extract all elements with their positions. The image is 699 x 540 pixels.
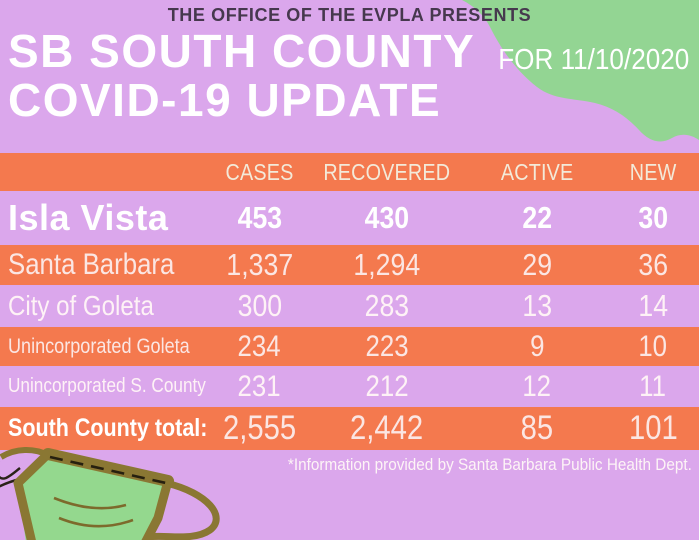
row-label: Santa Barbara bbox=[0, 248, 212, 282]
row-label-text: Santa Barbara bbox=[8, 248, 175, 281]
recovered-value: 223 bbox=[307, 330, 467, 364]
column-header-new: NEW bbox=[607, 159, 699, 186]
active-value: 85 bbox=[467, 409, 607, 448]
active-value: 9 bbox=[467, 330, 607, 364]
row-label: Unincorporated S. County bbox=[0, 375, 212, 398]
table-header-row: CASES RECOVERED ACTIVE NEW bbox=[0, 153, 699, 191]
table-row-south-county-total: South County total: 2,555 2,442 85 101 bbox=[0, 407, 699, 450]
source-footnote: *Information provided by Santa Barbara P… bbox=[243, 455, 692, 475]
cases-value-text: 231 bbox=[237, 369, 282, 403]
active-value-text: 9 bbox=[529, 329, 545, 363]
table-row-isla-vista: Isla Vista 453 430 22 30 bbox=[0, 191, 699, 245]
covid-stats-table: CASES RECOVERED ACTIVE NEW Isla Vista 45… bbox=[0, 153, 699, 450]
row-label-text: City of Goleta bbox=[8, 290, 154, 321]
cases-value-text: 234 bbox=[237, 329, 282, 363]
row-label: Isla Vista bbox=[0, 197, 212, 239]
new-value: 101 bbox=[607, 409, 699, 448]
recovered-value-text: 2,442 bbox=[350, 409, 424, 447]
new-value-text: 36 bbox=[638, 247, 668, 282]
recovered-value: 212 bbox=[307, 370, 467, 404]
cases-value: 453 bbox=[212, 200, 307, 236]
cases-value-text: 453 bbox=[237, 200, 282, 235]
face-mask-icon bbox=[0, 447, 220, 540]
recovered-value-text: 1,294 bbox=[353, 247, 421, 282]
cases-value: 300 bbox=[212, 288, 307, 324]
cases-value-text: 2,555 bbox=[222, 409, 297, 447]
row-label-text: Isla Vista bbox=[8, 197, 169, 238]
row-label: City of Goleta bbox=[0, 290, 212, 322]
recovered-value-text: 212 bbox=[365, 369, 409, 403]
new-value-text: 30 bbox=[638, 200, 668, 235]
active-value-text: 85 bbox=[520, 409, 554, 447]
table-row-unincorporated-s-county: Unincorporated S. County 231 212 12 11 bbox=[0, 366, 699, 407]
cases-value-text: 300 bbox=[237, 288, 282, 323]
active-value: 29 bbox=[467, 247, 607, 283]
recovered-value: 430 bbox=[307, 200, 467, 236]
active-value-text: 12 bbox=[522, 369, 552, 403]
new-value: 10 bbox=[607, 330, 699, 364]
date-label: FOR 11/10/2020 bbox=[477, 44, 689, 77]
recovered-value: 283 bbox=[307, 288, 467, 324]
active-value: 13 bbox=[467, 288, 607, 324]
column-header-recovered-text: RECOVERED bbox=[323, 158, 451, 185]
page-title: SB SOUTH COUNTY COVID-19 UPDATE bbox=[8, 27, 475, 125]
source-footnote-text: *Information provided by Santa Barbara P… bbox=[288, 455, 692, 474]
new-value: 11 bbox=[607, 370, 699, 404]
green-blob-shape bbox=[462, 0, 699, 142]
new-value-text: 14 bbox=[638, 288, 668, 323]
column-header-active: ACTIVE bbox=[467, 159, 607, 186]
active-value-text: 29 bbox=[522, 247, 552, 282]
cases-value-text: 1,337 bbox=[226, 247, 293, 282]
title-line-1: SB SOUTH COUNTY bbox=[8, 25, 476, 77]
row-label-text: Unincorporated Goleta bbox=[8, 334, 190, 358]
active-value-text: 22 bbox=[522, 200, 552, 235]
row-label-text: South County total: bbox=[8, 414, 208, 442]
column-header-cases: CASES bbox=[212, 159, 307, 186]
cases-value: 1,337 bbox=[212, 247, 307, 283]
new-value-text: 11 bbox=[639, 369, 667, 403]
column-header-active-text: ACTIVE bbox=[500, 158, 574, 185]
table-row-santa-barbara: Santa Barbara 1,337 1,294 29 36 bbox=[0, 245, 699, 285]
active-value-text: 13 bbox=[522, 288, 552, 323]
title-line-2: COVID-19 UPDATE bbox=[8, 74, 442, 126]
recovered-value: 1,294 bbox=[307, 247, 467, 283]
new-value: 14 bbox=[607, 288, 699, 324]
new-value: 30 bbox=[607, 200, 699, 236]
column-header-recovered: RECOVERED bbox=[307, 159, 467, 186]
new-value: 36 bbox=[607, 247, 699, 283]
recovered-value-text: 430 bbox=[364, 200, 410, 235]
active-value: 12 bbox=[467, 370, 607, 404]
new-value-text: 10 bbox=[638, 329, 668, 363]
cases-value: 234 bbox=[212, 330, 307, 364]
table-row-city-of-goleta: City of Goleta 300 283 13 14 bbox=[0, 285, 699, 327]
recovered-value: 2,442 bbox=[307, 409, 467, 448]
active-value: 22 bbox=[467, 200, 607, 236]
row-label: Unincorporated Goleta bbox=[0, 335, 212, 359]
cases-value: 2,555 bbox=[212, 409, 307, 448]
recovered-value-text: 283 bbox=[364, 288, 410, 323]
column-header-cases-text: CASES bbox=[225, 158, 294, 185]
kicker-text: THE OFFICE OF THE EVPLA PRESENTS bbox=[167, 5, 532, 25]
row-label-text: Unincorporated S. County bbox=[8, 375, 206, 397]
cases-value: 231 bbox=[212, 370, 307, 404]
table-row-unincorporated-goleta: Unincorporated Goleta 234 223 9 10 bbox=[0, 327, 699, 366]
recovered-value-text: 223 bbox=[365, 329, 409, 363]
date-label-text: FOR 11/10/2020 bbox=[497, 44, 689, 76]
column-header-new-text: NEW bbox=[629, 158, 677, 185]
row-label: South County total: bbox=[0, 414, 212, 443]
new-value-text: 101 bbox=[628, 409, 678, 447]
